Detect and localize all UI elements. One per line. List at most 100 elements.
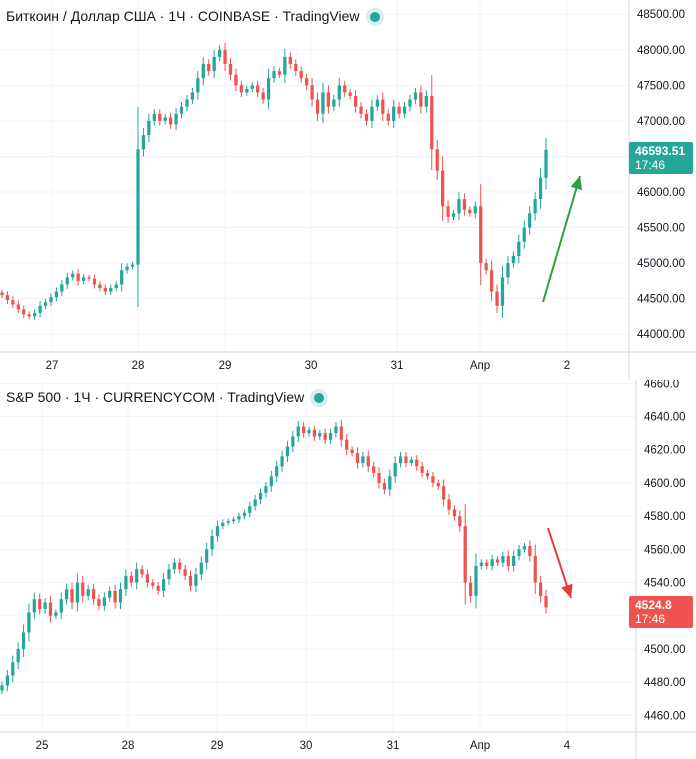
btc-candle-body-47 (256, 85, 260, 93)
btc-candle-body-16 (87, 277, 91, 279)
spx-candle-body-57 (307, 429, 311, 434)
sp500-chart-panel: 4460.004480.004500.004520.004540.004560.… (0, 380, 696, 759)
spx-candle-body-51 (275, 466, 279, 477)
btc-xtick-label-4: 31 (391, 360, 404, 372)
spx-candle-body-25 (135, 569, 139, 583)
spx-xtick-label-6: 4 (564, 740, 571, 752)
spx-candle-body-22 (118, 589, 123, 603)
spx-candle-body-40 (215, 526, 220, 537)
btc-candle-body-11 (60, 284, 64, 292)
btc-candle-body-22 (120, 270, 124, 285)
spx-candle-body-92 (495, 559, 500, 563)
spx-candle-body-68 (366, 456, 370, 467)
spx-ytick-label-6: 4580.00 (644, 511, 686, 523)
spx-candle-body-0 (0, 685, 4, 691)
spx-candle-body-84 (452, 509, 457, 517)
spx-candle-body-97 (522, 546, 527, 550)
spx-candle-body-17 (91, 589, 96, 600)
bitcoin-chart-title-text: Биткоин / Доллар США · 1Ч · COINBASE · T… (6, 8, 360, 24)
btc-candle-body-88 (479, 206, 483, 264)
spx-candle-body-3 (16, 648, 20, 663)
spx-candle-body-55 (296, 426, 300, 437)
spx-candle-body-5 (27, 612, 31, 633)
spx-candle-body-47 (253, 499, 257, 507)
btc-candle-body-1 (5, 295, 10, 301)
spx-candle-body-58 (312, 429, 317, 437)
btc-candle-body-26 (141, 135, 146, 150)
spx-candle-body-75 (404, 456, 408, 464)
btc-candle-body-65 (353, 96, 358, 107)
btc-candle-body-97 (528, 213, 532, 228)
btc-candle-body-99 (538, 177, 543, 200)
spx-candle-body-34 (183, 569, 187, 576)
spx-candle-body-94 (506, 556, 510, 566)
spx-candle-body-12 (65, 589, 69, 600)
spx-candle-body-78 (420, 466, 424, 473)
btc-candle-body-78 (424, 96, 428, 107)
spx-candle-body-52 (280, 456, 284, 467)
btc-candle-body-94 (511, 256, 515, 264)
spx-candle-body-63 (339, 426, 343, 440)
spx-ytick-label-0: 4460.00 (644, 710, 686, 722)
btc-candle-body-49 (266, 78, 271, 100)
spx-candle-body-65 (350, 449, 354, 454)
btc-candle-body-30 (163, 117, 167, 121)
spx-xtick-label-4: 31 (387, 740, 400, 752)
bitcoin-last-time: 17:46 (635, 158, 666, 172)
spx-candle-body-88 (474, 565, 478, 596)
spx-candle-body-91 (490, 559, 494, 566)
btc-candle-body-25 (136, 149, 140, 265)
spx-xtick-label-3: 30 (300, 740, 313, 752)
spx-candle-body-53 (285, 446, 290, 457)
btc-candle-body-54 (294, 64, 298, 72)
btc-candle-body-28 (152, 113, 156, 121)
btc-candle-body-51 (277, 71, 282, 75)
spx-candle-body-69 (372, 466, 376, 473)
spx-candle-body-93 (501, 556, 505, 563)
btc-candle-body-21 (114, 284, 118, 288)
btc-candle-body-64 (348, 92, 352, 96)
spx-candle-body-54 (291, 436, 295, 447)
btc-candle-body-62 (337, 85, 341, 100)
spx-candle-body-35 (188, 575, 193, 586)
btc-candle-body-4 (22, 309, 26, 315)
btc-candle-body-66 (359, 106, 363, 114)
spx-candle-body-29 (156, 585, 160, 591)
sp500-last-price-tag: 4524.8 17:46 (629, 596, 693, 628)
spx-candle-body-66 (355, 453, 360, 464)
spx-candle-body-24 (129, 575, 133, 583)
spx-candle-body-15 (81, 582, 85, 596)
spx-candle-body-79 (425, 472, 430, 477)
btc-candle-body-23 (125, 266, 129, 271)
btc-candle-body-8 (43, 302, 48, 306)
spx-candle-body-13 (70, 589, 74, 603)
spx-ytick-label-8: 4620.00 (644, 445, 686, 457)
spx-candle-body-28 (151, 582, 155, 586)
spx-candle-body-43 (231, 519, 236, 522)
spx-candle-body-101 (544, 595, 548, 608)
btc-candle-body-6 (33, 312, 37, 317)
spx-candle-body-98 (528, 546, 532, 556)
spx-candle-body-8 (43, 602, 47, 610)
btc-ytick-label-4: 46000.00 (637, 187, 685, 199)
spx-candle-body-100 (538, 582, 543, 596)
bitcoin-last-price-tag: 46593.51 17:46 (629, 142, 693, 174)
btc-candle-body-85 (462, 199, 467, 210)
btc-xtick-label-6: 2 (564, 360, 570, 372)
btc-candle-body-71 (386, 113, 390, 121)
btc-candle-body-72 (392, 106, 396, 121)
btc-candle-body-53 (288, 56, 292, 64)
btc-xtick-label-2: 29 (219, 360, 232, 372)
market-status-icon (314, 393, 325, 404)
btc-candle-body-10 (54, 291, 59, 298)
spx-candle-body-42 (226, 521, 230, 523)
btc-candle-body-15 (81, 277, 86, 281)
btc-candle-body-36 (196, 78, 200, 93)
btc-candle-body-68 (370, 106, 374, 121)
btc-candle-body-56 (305, 78, 309, 86)
btc-candle-body-80 (435, 149, 439, 171)
btc-candle-body-46 (250, 85, 254, 89)
spx-candle-body-83 (447, 499, 451, 510)
spx-xtick-label-1: 28 (122, 740, 135, 752)
spx-candle-body-20 (108, 590, 112, 598)
